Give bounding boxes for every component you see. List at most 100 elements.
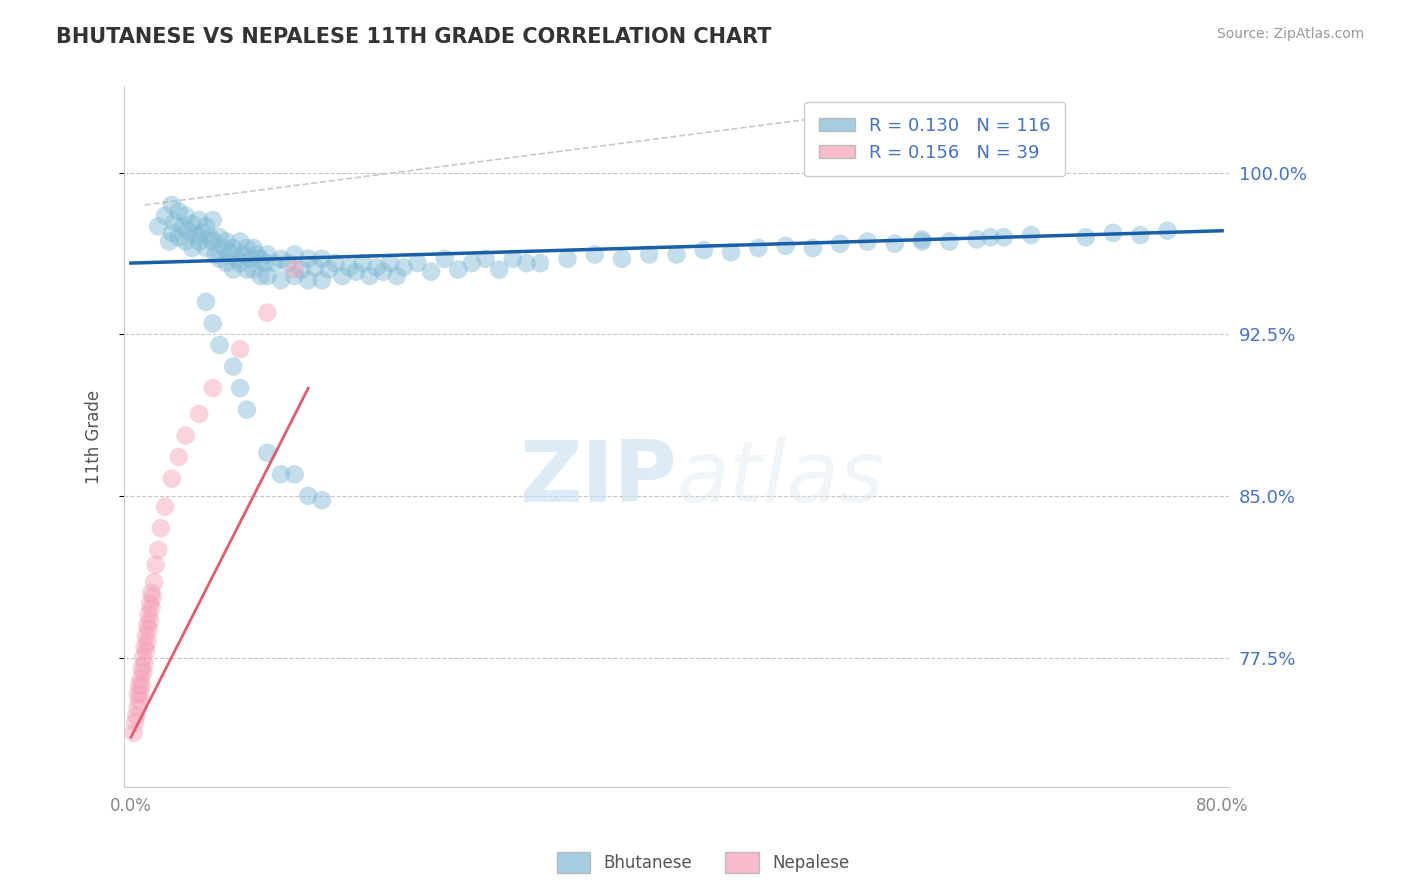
Point (256, 446, 278, 460)
Point (229, 343, 252, 357)
Point (194, 219, 217, 234)
Point (433, 252, 456, 266)
Point (201, 213, 224, 227)
Point (284, 262, 307, 277)
Point (226, 252, 249, 266)
Point (125, 708, 148, 723)
Point (132, 650, 155, 665)
Point (290, 262, 312, 277)
Point (270, 252, 292, 266)
Point (529, 256, 551, 270)
Point (198, 230, 221, 244)
Point (461, 256, 484, 270)
Point (392, 260, 415, 275)
Point (911, 235, 934, 249)
Point (775, 239, 797, 253)
Point (420, 265, 443, 279)
Point (201, 381, 224, 395)
Point (188, 235, 211, 249)
Point (141, 601, 163, 615)
Point (284, 467, 307, 482)
Y-axis label: 11th Grade: 11th Grade (86, 390, 103, 483)
Point (136, 618, 159, 632)
Point (332, 268, 354, 283)
Point (127, 687, 149, 701)
Point (134, 657, 156, 671)
Point (208, 338, 231, 352)
Point (270, 273, 292, 287)
Point (215, 235, 238, 249)
Point (966, 232, 988, 246)
Point (218, 245, 240, 260)
Point (222, 241, 245, 255)
Point (232, 247, 254, 261)
Point (208, 252, 231, 266)
Point (163, 215, 186, 229)
Point (256, 247, 278, 261)
Point (911, 232, 934, 246)
Point (284, 247, 307, 261)
Point (122, 726, 145, 740)
Point (181, 241, 204, 255)
Point (406, 256, 429, 270)
Point (1019, 228, 1042, 243)
Point (665, 247, 688, 261)
Point (139, 614, 162, 628)
Point (153, 209, 176, 223)
Point (174, 428, 197, 442)
Point (124, 715, 146, 730)
Point (474, 252, 496, 266)
Point (366, 260, 388, 275)
Point (229, 256, 252, 270)
Point (222, 359, 245, 374)
Point (318, 262, 340, 277)
Point (242, 262, 264, 277)
Point (638, 247, 661, 261)
Point (1074, 230, 1097, 244)
Point (256, 268, 278, 283)
Point (236, 262, 259, 277)
Point (344, 265, 367, 279)
Point (188, 213, 211, 227)
Point (311, 252, 333, 266)
Point (720, 245, 742, 260)
Point (856, 235, 879, 249)
Point (245, 247, 267, 261)
Point (167, 450, 190, 464)
Point (131, 661, 153, 675)
Point (128, 679, 150, 693)
Point (139, 597, 162, 611)
Point (135, 644, 157, 658)
Point (204, 247, 226, 261)
Point (229, 381, 252, 395)
Point (138, 623, 160, 637)
Point (284, 268, 307, 283)
Point (149, 521, 172, 535)
Point (181, 217, 204, 231)
Point (277, 256, 299, 270)
Point (993, 230, 1015, 244)
Point (229, 235, 252, 249)
Point (201, 317, 224, 331)
Point (502, 252, 524, 266)
Point (270, 467, 292, 482)
Point (215, 256, 238, 270)
Point (337, 260, 360, 275)
Point (145, 558, 167, 572)
Point (515, 256, 537, 270)
Point (222, 262, 245, 277)
Point (557, 252, 579, 266)
Point (167, 230, 190, 244)
Point (142, 590, 165, 604)
Point (378, 256, 401, 270)
Point (186, 228, 208, 243)
Point (297, 489, 319, 503)
Point (188, 407, 211, 421)
Point (311, 493, 333, 508)
Text: atlas: atlas (676, 437, 884, 520)
Point (160, 198, 183, 212)
Point (160, 472, 183, 486)
Point (128, 693, 150, 707)
Point (208, 230, 231, 244)
Point (297, 252, 319, 266)
